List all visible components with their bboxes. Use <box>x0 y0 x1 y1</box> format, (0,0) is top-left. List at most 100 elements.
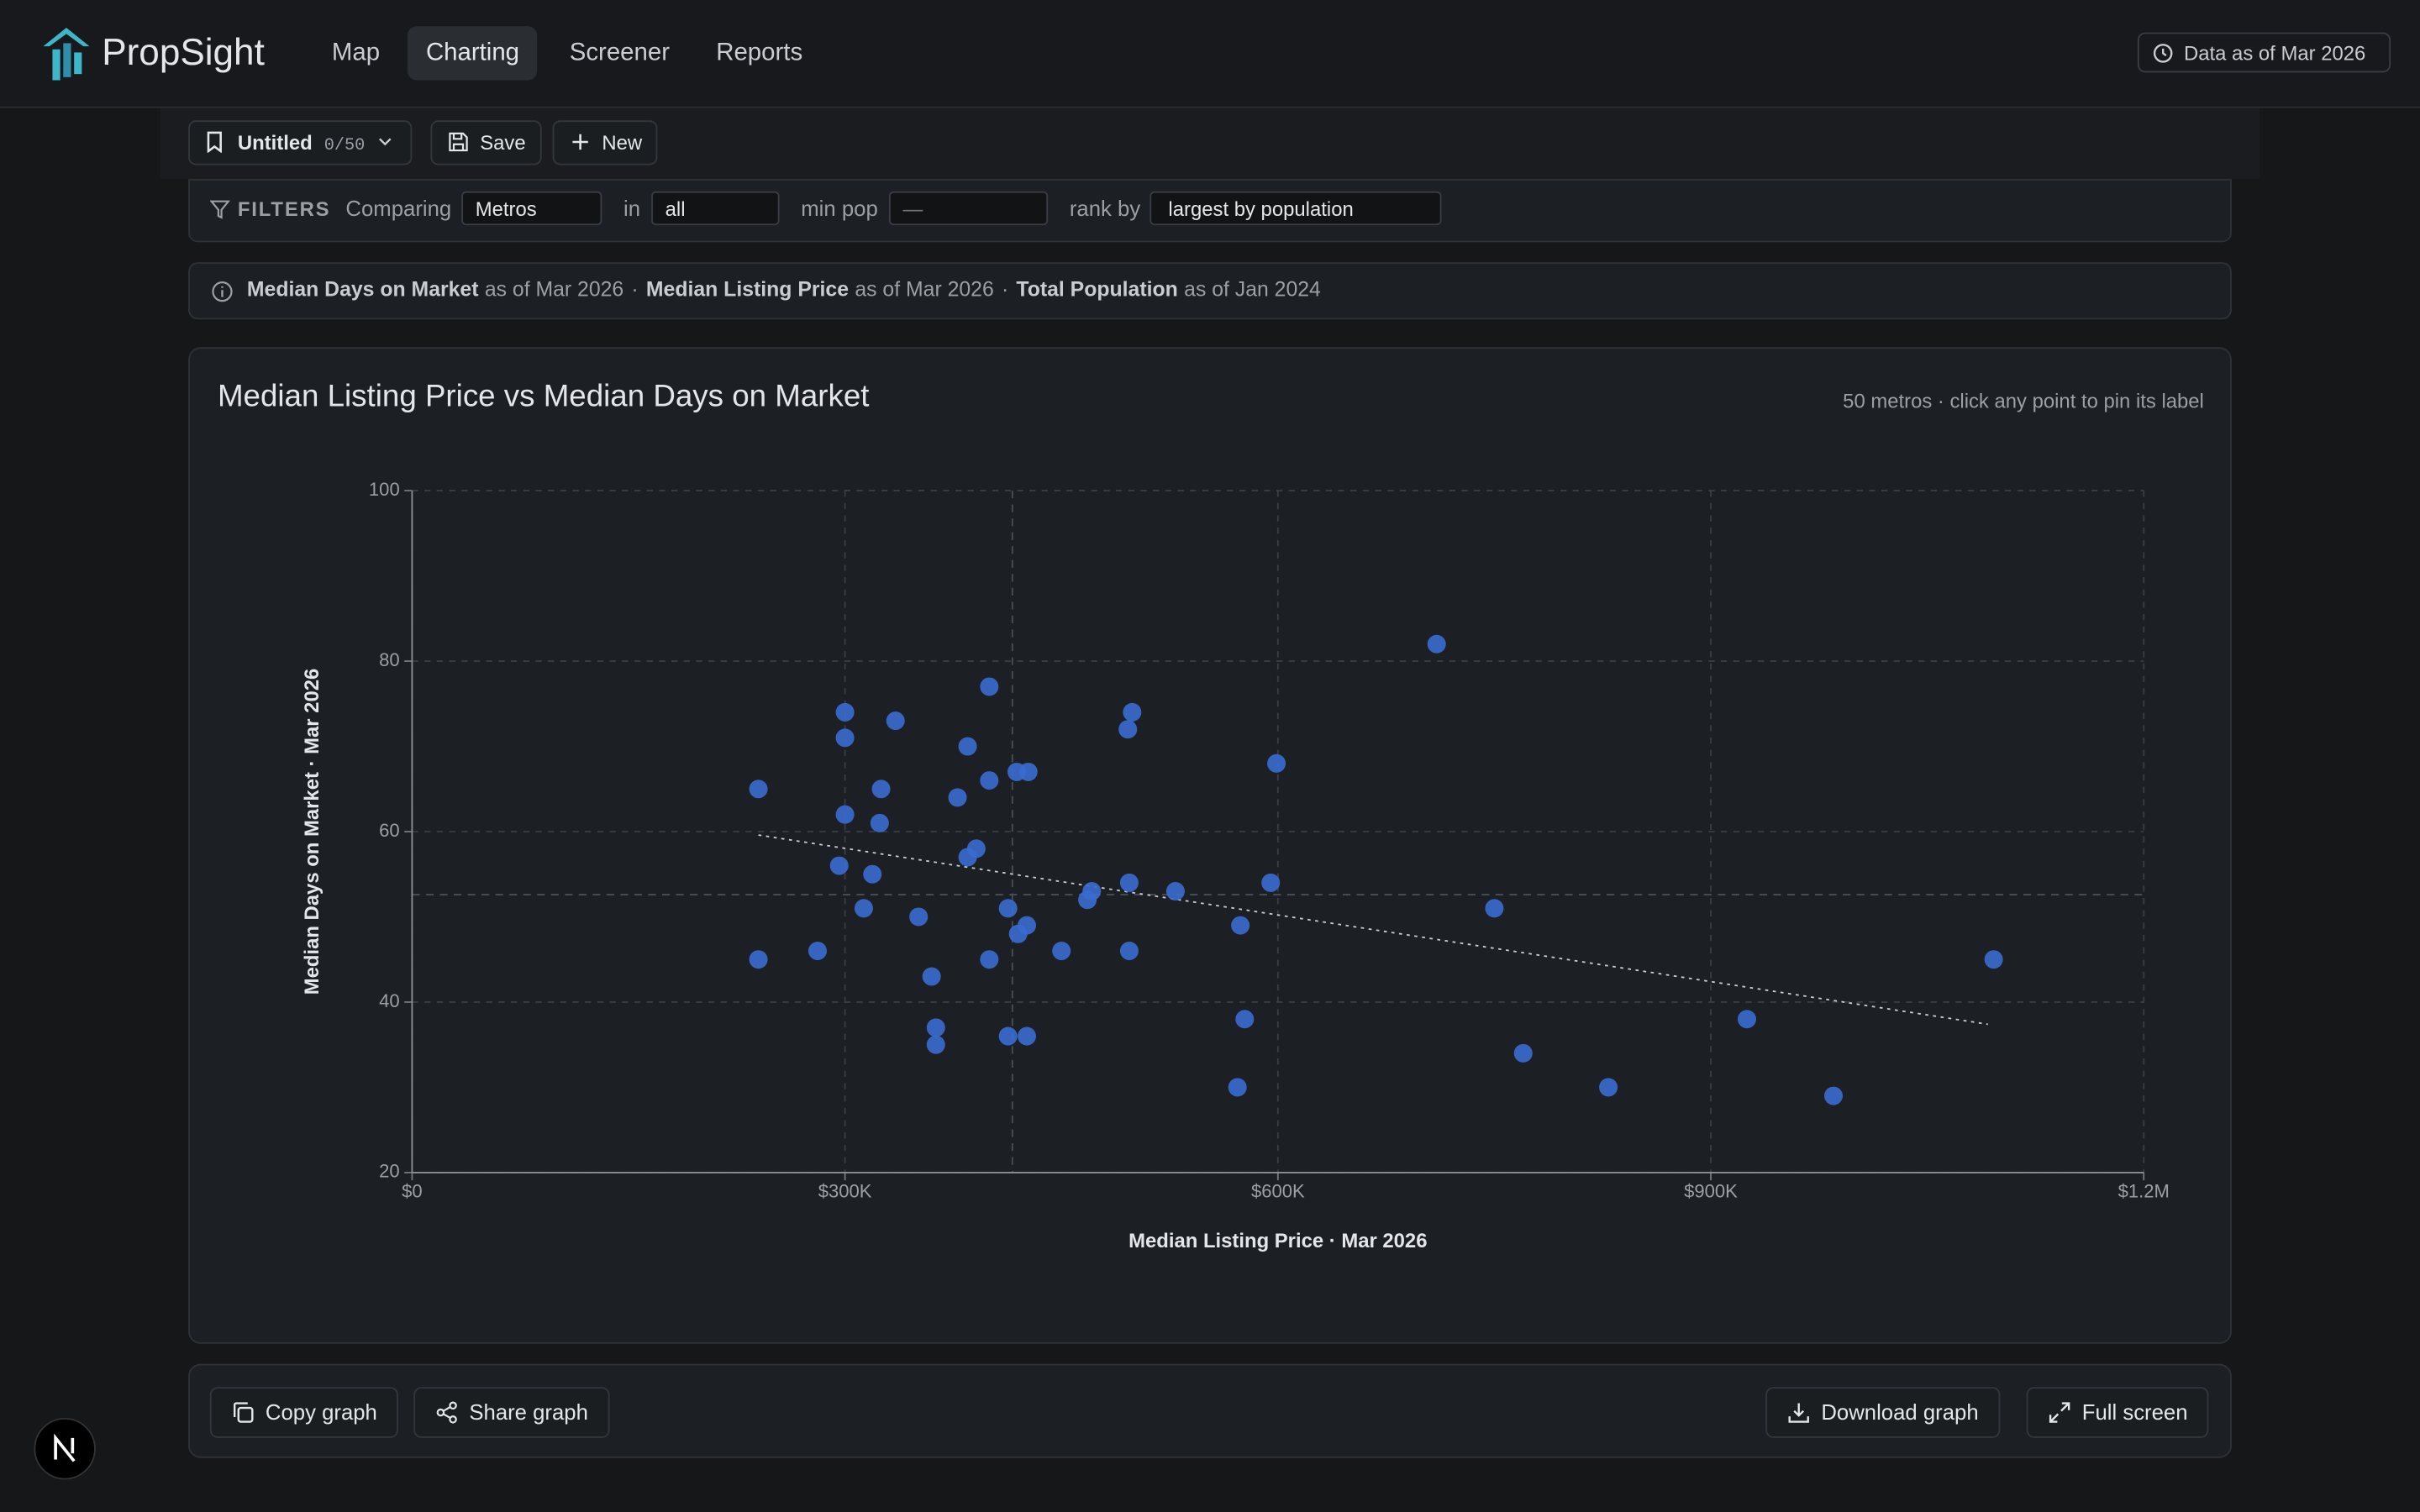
fullscreen-button[interactable]: Full screen <box>2026 1387 2210 1438</box>
data-point[interactable] <box>871 780 891 799</box>
data-point[interactable] <box>980 771 999 790</box>
data-point[interactable] <box>1165 882 1185 901</box>
data-point[interactable] <box>1017 916 1037 935</box>
y-tick-label: 60 <box>379 820 400 841</box>
data-as-of-text: Data as of Mar 2026 <box>2183 41 2366 66</box>
x-tick-label: $900K <box>1684 1181 1738 1202</box>
save-icon <box>449 132 468 152</box>
data-point[interactable] <box>835 728 855 748</box>
y-tick-label: 40 <box>379 990 400 1011</box>
data-point[interactable] <box>980 950 999 969</box>
info-icon <box>212 281 233 302</box>
data-point[interactable] <box>1513 1043 1533 1063</box>
data-point[interactable] <box>1235 1010 1255 1029</box>
in-label: in <box>623 196 641 221</box>
info-bar: Median Days on Market as of Mar 2026 · Medi… <box>188 262 2232 320</box>
data-point[interactable] <box>998 1026 1018 1046</box>
data-point[interactable] <box>1823 1086 1844 1105</box>
data-point[interactable] <box>1018 762 1038 781</box>
logo-icon <box>43 28 90 81</box>
data-point[interactable] <box>886 711 905 731</box>
data-point[interactable] <box>1485 899 1504 918</box>
data-point[interactable] <box>966 839 986 858</box>
save-text: Save <box>480 131 526 155</box>
min-pop-input[interactable]: — <box>888 191 1049 226</box>
y-tick-label: 80 <box>379 649 400 670</box>
data-point[interactable] <box>948 788 967 807</box>
info-as-of: as of Mar 2026 <box>855 277 994 302</box>
nav-link[interactable]: Map <box>331 39 381 66</box>
data-point[interactable] <box>958 737 977 756</box>
data-point[interactable] <box>1231 916 1250 935</box>
copy-icon <box>233 1402 254 1423</box>
y-tick-label: 20 <box>379 1161 400 1182</box>
data-point[interactable] <box>1599 1078 1618 1097</box>
top-nav: PropSight Map Charting Screener Reports Dat… <box>0 0 2420 108</box>
x-tick-label: $0 <box>402 1181 423 1202</box>
data-point[interactable] <box>1082 882 1102 901</box>
data-point[interactable] <box>1984 950 2003 969</box>
data-point[interactable] <box>1267 753 1286 773</box>
chart-count: 0/50 <box>324 137 366 156</box>
nav-link[interactable]: Screener <box>569 39 670 66</box>
rank-label: rank by <box>1069 196 1141 221</box>
separator: · <box>631 277 639 302</box>
data-point[interactable] <box>1123 702 1142 722</box>
bookmark-icon <box>207 131 222 153</box>
share-button[interactable]: Share graph <box>413 1387 610 1438</box>
new-text: New <box>602 131 643 155</box>
data-point[interactable] <box>980 677 999 696</box>
chart-name[interactable]: Untitled 0/50 <box>188 120 413 165</box>
data-point[interactable] <box>749 780 768 799</box>
info-metric: Median Days on Market <box>246 277 479 302</box>
chart-card: Median Listing Price vs Median Days on M… <box>188 347 2232 1344</box>
in-select[interactable]: all <box>651 191 780 226</box>
separator: · <box>1001 277 1009 302</box>
chart-name-text: Untitled <box>237 131 313 155</box>
data-point[interactable] <box>1017 1026 1037 1046</box>
data-point[interactable] <box>909 907 929 927</box>
data-point[interactable] <box>835 702 855 722</box>
data-point[interactable] <box>1228 1078 1247 1097</box>
copy-text: Copy graph <box>265 1399 377 1425</box>
download-text: Download graph <box>1821 1399 1979 1425</box>
filters-label: FILTERS <box>237 197 331 221</box>
data-point[interactable] <box>1119 942 1139 961</box>
data-point[interactable] <box>1737 1010 1756 1029</box>
data-point[interactable] <box>863 864 882 884</box>
new-button[interactable]: New <box>552 120 658 165</box>
download-button[interactable]: Download graph <box>1765 1387 2001 1438</box>
info-as-of: as of Mar 2026 <box>484 277 624 302</box>
dev-badge[interactable] <box>34 1417 96 1480</box>
data-point[interactable] <box>1118 720 1138 739</box>
data-point[interactable] <box>829 856 849 875</box>
trend-line <box>758 834 1988 1026</box>
data-point[interactable] <box>922 967 941 986</box>
data-point[interactable] <box>1052 942 1071 961</box>
data-point[interactable] <box>1261 873 1281 892</box>
info-as-of: as of Jan 2024 <box>1184 277 1321 302</box>
min-pop-label: min pop <box>801 196 878 221</box>
share-icon <box>436 1401 457 1424</box>
expand-icon <box>2049 1402 2070 1423</box>
data-point[interactable] <box>1119 873 1139 892</box>
x-axis-title: Median Listing Price · Mar 2026 <box>1128 1230 1427 1252</box>
nav-link[interactable]: Reports <box>716 39 803 66</box>
data-point[interactable] <box>926 1035 945 1054</box>
nav-link[interactable]: Charting <box>407 26 539 81</box>
data-point[interactable] <box>1427 634 1446 654</box>
info-metric: Median Listing Price <box>645 277 850 302</box>
data-point[interactable] <box>835 805 855 824</box>
data-point[interactable] <box>998 899 1018 918</box>
copy-button[interactable]: Copy graph <box>209 1387 399 1438</box>
data-point[interactable] <box>749 950 768 969</box>
data-point[interactable] <box>926 1018 945 1037</box>
comparing-select[interactable]: Metros <box>461 191 602 226</box>
data-point[interactable] <box>808 942 828 961</box>
in-value: all <box>665 197 686 221</box>
rank-select[interactable]: largest by population <box>1150 191 1442 226</box>
data-point[interactable] <box>854 899 873 918</box>
save-button[interactable]: Save <box>430 120 542 165</box>
data-point[interactable] <box>870 813 889 832</box>
